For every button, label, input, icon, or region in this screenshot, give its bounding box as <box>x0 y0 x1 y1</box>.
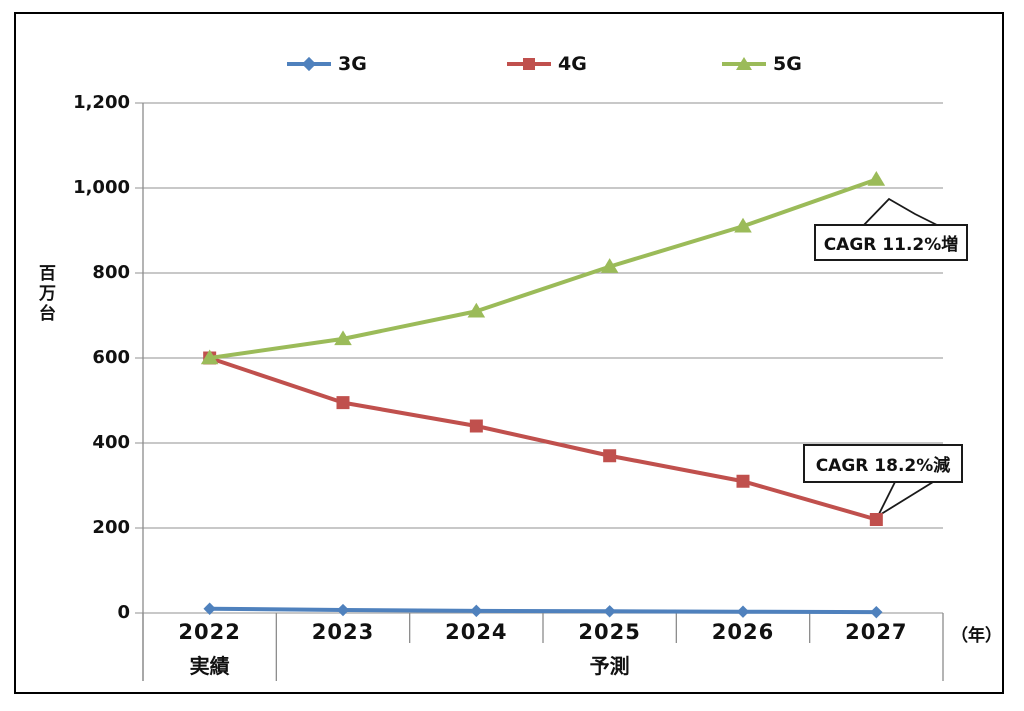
legend-item-3g: 3G <box>287 51 367 77</box>
x-tick-label: 2025 <box>578 620 641 644</box>
annotation-cagr-4g: CAGR 18.2%減 <box>803 444 963 483</box>
y-tick-label: 200 <box>92 517 130 538</box>
square-marker-icon <box>869 513 883 526</box>
series-3g <box>203 602 883 619</box>
legend-item-4g: 4G <box>507 51 587 77</box>
diamond-marker-icon <box>301 56 317 72</box>
diamond-marker-icon <box>470 604 483 618</box>
callout-pointer-4g <box>875 481 937 519</box>
square-marker-icon <box>736 474 750 488</box>
legend-label: 5G <box>773 53 802 75</box>
x-tick-label: 2027 <box>845 620 908 644</box>
triangle-marker-icon <box>736 56 752 70</box>
triangle-marker-icon <box>600 258 619 273</box>
series-line-5g <box>207 177 879 360</box>
y-tick-label: 1,200 <box>73 92 130 113</box>
diamond-marker-icon <box>870 605 883 619</box>
square-marker-icon <box>603 449 617 463</box>
series-line-3g <box>207 606 879 615</box>
x-tick-label: 2026 <box>711 620 775 644</box>
y-tick-label: 800 <box>92 262 130 283</box>
x-axis-group-label: 予測 <box>589 654 630 678</box>
x-tick-label: 2023 <box>311 620 375 644</box>
axes-group <box>142 103 944 681</box>
diamond-marker-icon <box>603 605 616 618</box>
legend-line <box>507 58 551 70</box>
triangle-marker-icon <box>467 302 486 318</box>
triangle-marker-icon <box>867 171 886 186</box>
callout-pointers-group <box>858 197 944 519</box>
triangle-marker-icon <box>334 330 352 346</box>
diamond-marker-icon <box>203 602 216 615</box>
diamond-marker-icon <box>736 605 750 618</box>
legend-item-5g: 5G <box>722 51 802 77</box>
x-axis-group-label: 実績 <box>189 654 230 678</box>
square-marker-icon <box>523 58 535 70</box>
series-4g <box>203 351 883 526</box>
y-tick-label: 0 <box>117 602 130 623</box>
y-tick-label: 600 <box>92 347 130 368</box>
x-tick-label: 2024 <box>445 620 508 644</box>
y-tick-label: 1,000 <box>73 177 130 198</box>
triangle-marker-icon <box>734 217 752 233</box>
square-marker-icon <box>469 419 483 433</box>
diamond-marker-icon <box>336 603 350 617</box>
legend-line <box>722 56 766 70</box>
legend-label: 4G <box>558 53 587 75</box>
data-series-group <box>200 171 886 619</box>
y-axis-title: 百万台 <box>35 264 55 324</box>
triangle-marker-icon <box>200 349 219 365</box>
legend-line <box>287 56 331 72</box>
annotation-cagr-5g: CAGR 11.2%増 <box>814 224 968 261</box>
y-tick-label: 400 <box>92 432 130 453</box>
series-5g <box>200 171 886 365</box>
gridlines-group <box>135 102 943 614</box>
series-line-4g <box>207 356 879 522</box>
square-marker-icon <box>336 396 350 410</box>
x-axis-unit-label: （年） <box>951 626 1002 646</box>
x-tick-label: 2022 <box>178 620 241 644</box>
legend-label: 3G <box>338 53 367 75</box>
